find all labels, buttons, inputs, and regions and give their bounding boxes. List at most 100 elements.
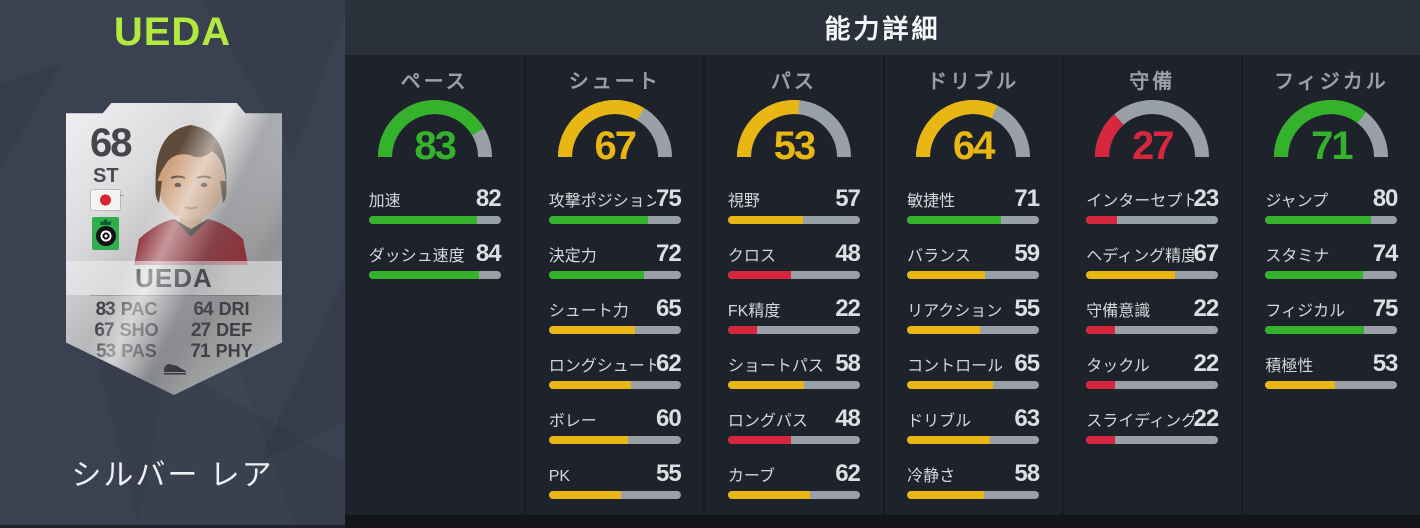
stat-row: ヘディング精度 67 (1086, 240, 1220, 295)
stat-label: ドリブル (907, 413, 972, 430)
stat-label: PK (548, 468, 571, 485)
stat-value: 80 (1372, 185, 1399, 212)
stat-value: 71 (1014, 185, 1040, 212)
stat-row: 冷静さ 58 (907, 460, 1040, 515)
stat-label: シュート力 (548, 303, 629, 320)
stat-bar (368, 271, 501, 279)
stat-label: ロングパス (727, 413, 808, 430)
card-quick-stats: 83 PAC 64 DRI 67 SHO 27 DEF 53 PAS 71 PH… (86, 299, 262, 362)
stat-value: 62 (656, 350, 682, 377)
stat-bar (907, 216, 1040, 224)
stat-bar (1265, 271, 1398, 279)
stat-row: 攻撃ポジション 75 (548, 185, 682, 240)
stat-bar-fill (548, 381, 631, 389)
stat-bar (1265, 381, 1398, 389)
stat-line: 敏捷性 71 (907, 185, 1040, 213)
stat-bar-fill (1265, 326, 1365, 334)
stat-line: カーブ 62 (727, 460, 861, 488)
category-stats: 加速 82 ダッシュ速度 84 (368, 185, 502, 295)
stat-value: 59 (1014, 240, 1040, 267)
category-stats: インターセプト 23 ヘディング精度 67 守備意識 22 タックル 22 (1086, 185, 1220, 460)
stat-label: フィジカル (1265, 303, 1346, 320)
stat-value: 22 (835, 295, 861, 322)
quick-stat-label: PHY (215, 341, 253, 361)
gauge-fill-arc (1095, 100, 1210, 158)
category-gauge: 71 (1273, 99, 1389, 168)
stat-row: PK 55 (548, 460, 682, 515)
stat-bar (727, 271, 860, 279)
stat-row: バランス 59 (907, 240, 1040, 295)
ability-detail-panel: 能力詳細 ペース 83 加速 82 ダッシュ速度 84 シュート (345, 0, 1420, 528)
card-rarity-label: シルバー レア (71, 459, 274, 492)
category-label: ペース (400, 71, 469, 93)
stat-value: 62 (835, 460, 861, 487)
stat-value: 60 (656, 405, 682, 432)
quick-stat: 27 DEF (181, 320, 262, 341)
stat-bar (548, 271, 681, 279)
stat-bar-fill (907, 381, 993, 389)
stat-bar (907, 491, 1040, 499)
stat-value: 63 (1014, 405, 1040, 432)
stat-value: 48 (835, 405, 861, 432)
stat-row: ボレー 60 (548, 405, 682, 460)
stat-line: ボレー 60 (549, 405, 682, 433)
quick-stat-value: 67 (94, 320, 114, 341)
stat-line: タックル 22 (1086, 350, 1219, 378)
stat-line: PK 55 (548, 460, 682, 488)
stat-bar (1265, 326, 1398, 334)
stat-value: 58 (1014, 460, 1040, 487)
stat-row: ドリブル 63 (907, 405, 1040, 460)
stat-line: クロス 48 (728, 240, 861, 268)
category-gauge: 67 (557, 99, 673, 168)
stat-label: 敏捷性 (907, 193, 956, 210)
gauge-value: 27 (1131, 124, 1175, 168)
stat-row: ロングパス 48 (727, 405, 861, 460)
stat-value: 75 (656, 185, 682, 212)
stat-value: 67 (1193, 240, 1220, 267)
stat-bar (907, 436, 1040, 444)
stat-bar-fill (1265, 271, 1364, 279)
stat-row: フィジカル 75 (1265, 295, 1398, 350)
stat-label: バランス (907, 248, 971, 265)
stat-label: 視野 (727, 193, 760, 210)
card-divider (90, 295, 258, 296)
stat-value: 72 (656, 240, 682, 267)
quick-stat: 53 PAS (86, 341, 167, 362)
ability-columns: ペース 83 加速 82 ダッシュ速度 84 シュート (345, 55, 1420, 515)
gauge-value: 64 (952, 124, 996, 168)
player-photo (106, 111, 276, 265)
stat-bar (548, 436, 681, 444)
stat-bar-fill (907, 491, 984, 499)
category-label: 守備 (1129, 71, 1176, 93)
stat-bar (727, 436, 860, 444)
ability-category-column: 守備 27 インターセプト 23 ヘディング精度 67 守備意識 22 (1061, 55, 1241, 515)
stat-bar-fill (548, 326, 635, 334)
stat-bar (1086, 216, 1219, 224)
stat-line: 冷静さ 58 (907, 460, 1040, 488)
stat-bar (727, 216, 860, 224)
stat-row: クロス 48 (727, 240, 861, 295)
player-name-title: UEDA (113, 10, 232, 54)
stat-row: ジャンプ 80 (1265, 185, 1399, 240)
stat-label: インターセプト (1086, 193, 1194, 210)
stat-row: ショートパス 58 (727, 350, 861, 405)
stat-row: 積極性 53 (1265, 350, 1398, 405)
stat-line: コントロール 65 (907, 350, 1040, 378)
quick-stat: 64 DRI (181, 299, 262, 320)
gauge-fill-arc (557, 100, 672, 158)
stat-value: 65 (1014, 350, 1040, 377)
stat-label: カーブ (727, 468, 775, 485)
stat-value: 22 (1193, 405, 1220, 432)
stat-bar-fill (1265, 381, 1336, 389)
stat-row: 敏捷性 71 (907, 185, 1040, 240)
stat-row: インターセプト 23 (1086, 185, 1219, 240)
category-label: パス (770, 71, 817, 93)
stat-label: タックル (1086, 358, 1150, 375)
stat-line: 決定力 72 (549, 240, 682, 268)
stat-row: タックル 22 (1086, 350, 1219, 405)
stat-bar-fill (907, 326, 980, 334)
stat-bar-fill (1086, 216, 1117, 224)
stat-label: ジャンプ (1265, 193, 1329, 210)
stat-bar (727, 491, 860, 499)
